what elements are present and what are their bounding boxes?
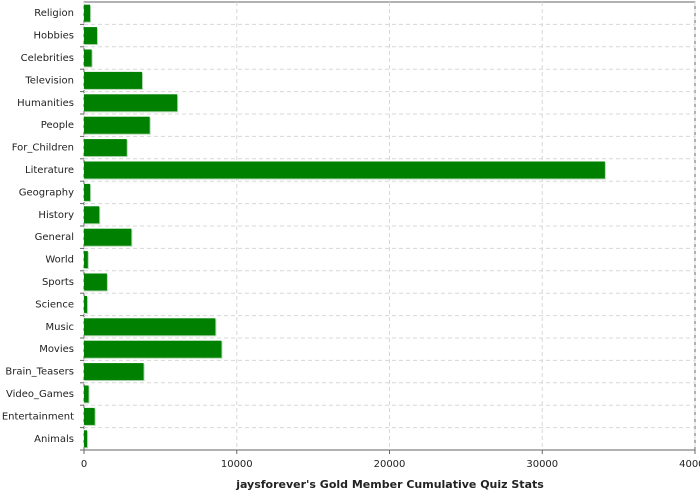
y-tick-label: Religion	[34, 8, 74, 19]
y-tick-label: Humanities	[17, 98, 74, 109]
bar	[84, 385, 89, 403]
y-tick-label: Animals	[34, 434, 74, 445]
bar	[84, 251, 88, 269]
y-tick-label: Sports	[42, 277, 74, 288]
bar	[84, 116, 150, 134]
bar	[84, 407, 95, 425]
y-tick-label: Video_Games	[6, 389, 74, 400]
bar	[84, 340, 222, 358]
x-tick-label: 0	[81, 459, 87, 470]
y-tick-label: Hobbies	[34, 31, 74, 42]
bar	[84, 94, 178, 112]
y-tick-label: Geography	[19, 187, 74, 198]
bar	[84, 27, 97, 45]
bar	[84, 206, 100, 224]
y-tick-label: Music	[46, 322, 74, 333]
bar	[84, 161, 605, 179]
y-tick-label: World	[45, 255, 74, 266]
bar	[84, 273, 107, 291]
y-tick-label: Celebrities	[21, 53, 74, 64]
bar	[84, 363, 144, 381]
bar	[84, 228, 132, 246]
bar	[84, 430, 88, 448]
bar	[84, 183, 91, 201]
y-tick-label: History	[38, 210, 74, 221]
x-tick-label: 10000	[221, 459, 253, 470]
x-tick-label: 20000	[374, 459, 406, 470]
bar	[84, 318, 216, 336]
y-tick-label: Science	[35, 299, 74, 310]
y-tick-label: Entertainment	[2, 411, 74, 422]
y-tick-label: Television	[24, 75, 74, 86]
y-tick-label: Literature	[25, 165, 74, 176]
y-tick-label: General	[35, 232, 74, 243]
x-tick-label: 40000	[679, 459, 700, 470]
x-tick-label: 30000	[526, 459, 558, 470]
x-axis-title: jaysforever's Gold Member Cumulative Qui…	[235, 478, 544, 491]
bar	[84, 71, 143, 89]
y-tick-label: Movies	[39, 344, 74, 355]
y-tick-label: Brain_Teasers	[5, 367, 74, 378]
bar	[84, 139, 127, 157]
bar	[84, 49, 92, 67]
y-tick-label: People	[41, 120, 74, 131]
bar	[84, 4, 91, 22]
bar	[84, 295, 88, 313]
y-tick-label: For_Children	[12, 143, 74, 154]
